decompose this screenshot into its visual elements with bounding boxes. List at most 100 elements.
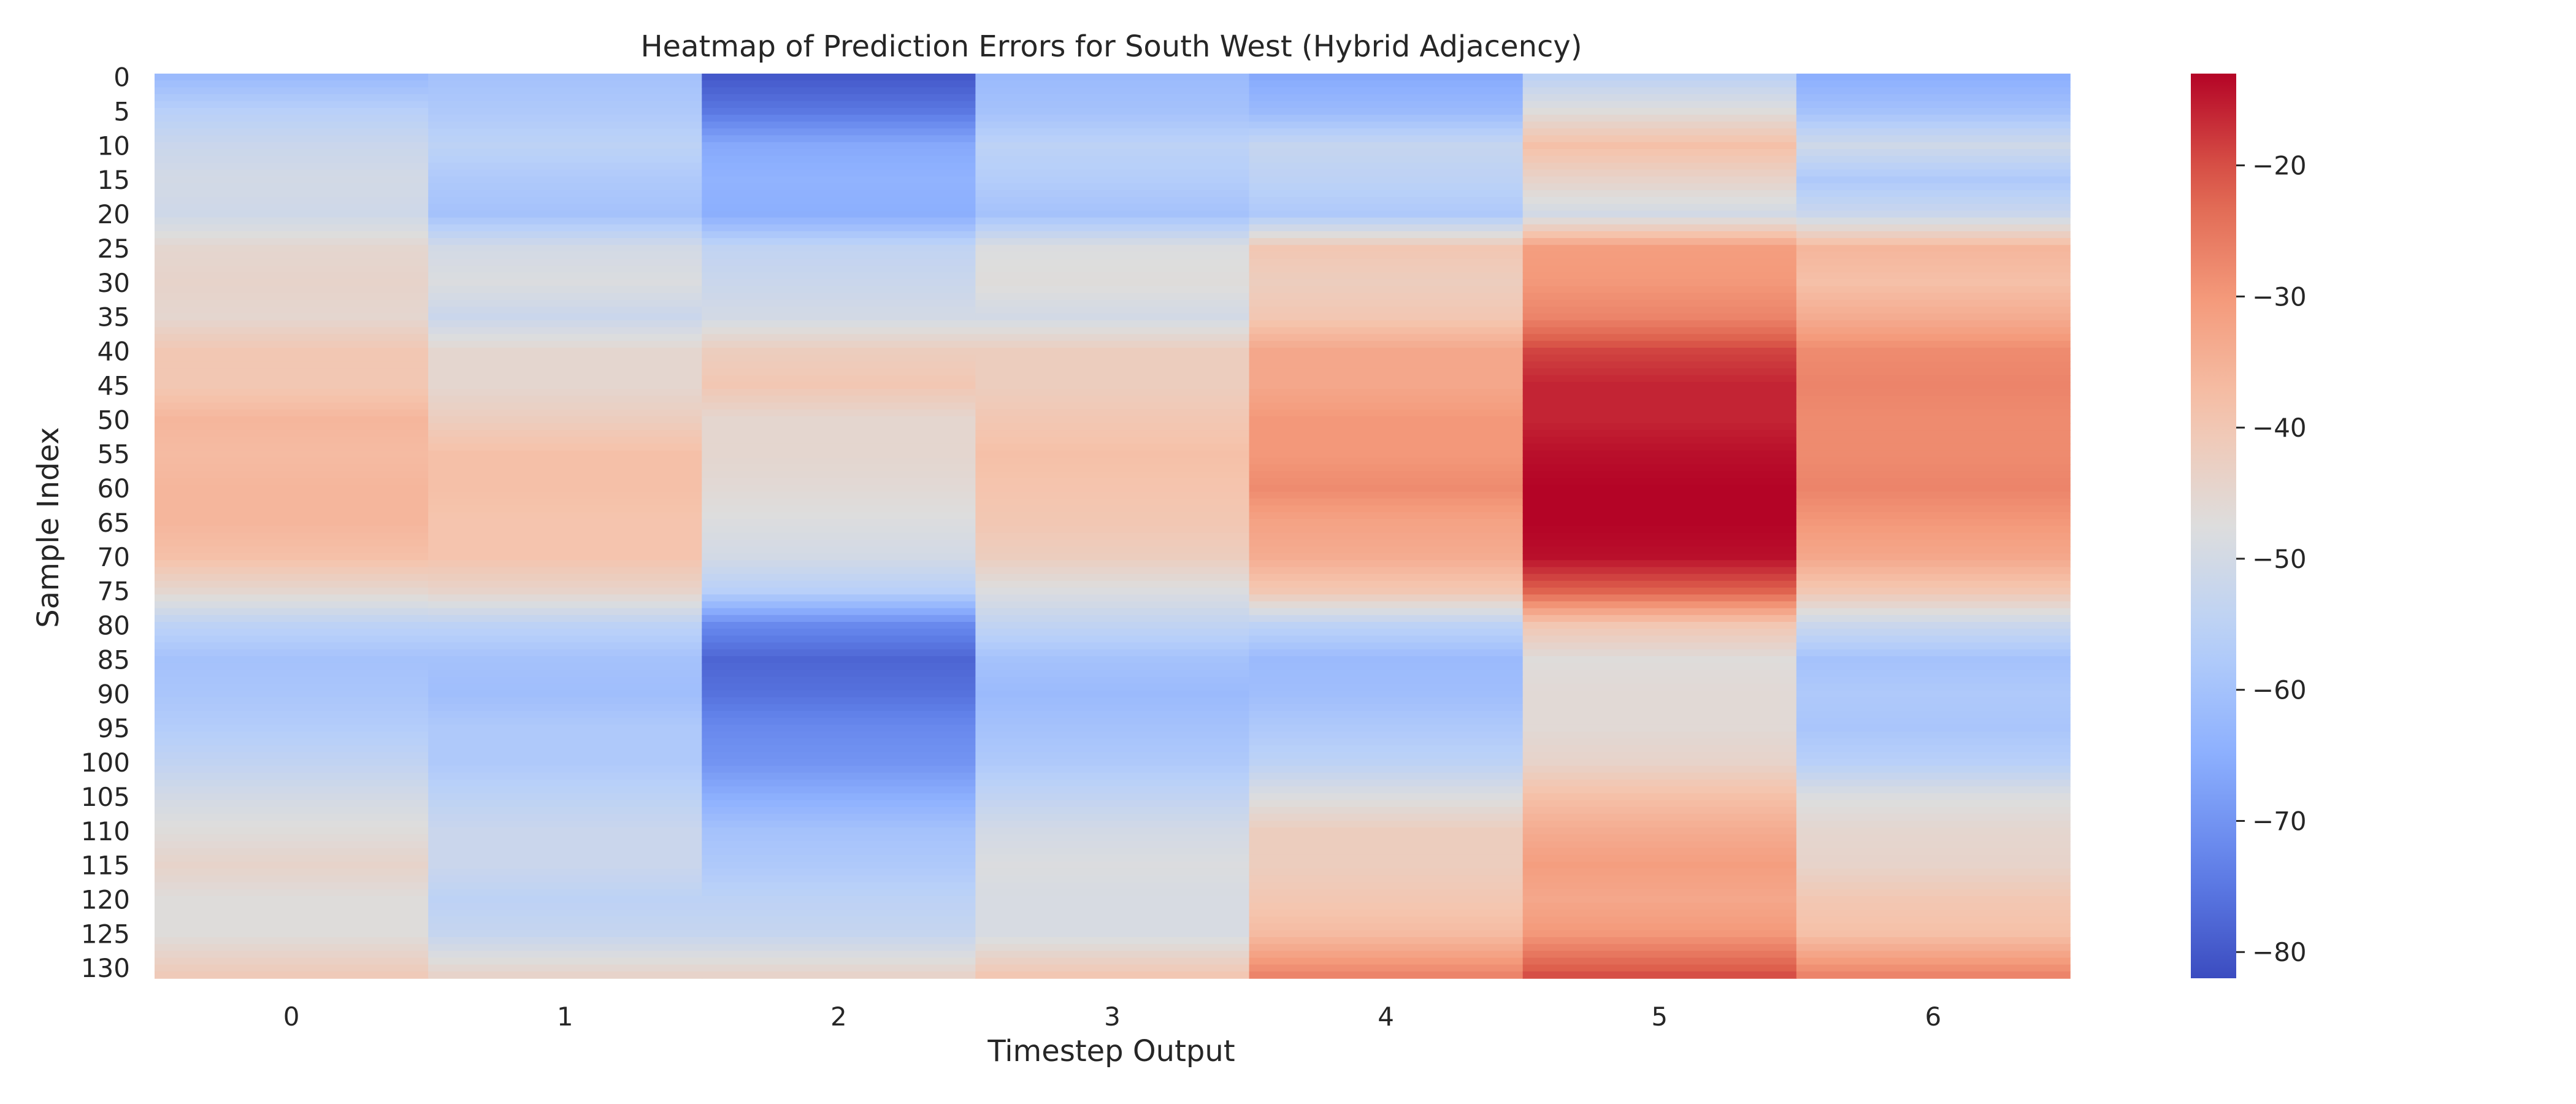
heatmap-cell <box>1249 711 1524 719</box>
heatmap-cell <box>1796 320 2071 328</box>
heatmap-cell <box>155 862 429 870</box>
heatmap-cell <box>428 635 703 643</box>
heatmap-cell <box>702 588 976 596</box>
heatmap-cell <box>1522 498 1797 506</box>
heatmap-cell <box>1249 450 1524 458</box>
heatmap-cell <box>1522 916 1797 924</box>
heatmap-cell <box>1249 656 1524 664</box>
heatmap-cell <box>702 848 976 856</box>
heatmap-cell <box>155 87 429 95</box>
heatmap-cell <box>975 169 1250 177</box>
heatmap-cell <box>702 381 976 389</box>
heatmap-cell <box>428 875 703 883</box>
heatmap-cell <box>155 355 429 362</box>
heatmap-cell <box>155 786 429 794</box>
heatmap-cell <box>702 916 976 924</box>
heatmap-cell <box>1522 875 1797 883</box>
heatmap-cells <box>155 74 2071 979</box>
heatmap-cell <box>1796 588 2071 596</box>
heatmap-cell <box>1249 210 1524 218</box>
heatmap-cell <box>702 868 976 876</box>
heatmap-cell <box>975 862 1250 870</box>
heatmap-cell <box>1249 601 1524 609</box>
y-tick-label: 125 <box>81 919 130 949</box>
heatmap-cell <box>155 670 429 678</box>
heatmap-cell <box>155 512 429 520</box>
heatmap-cell <box>1249 800 1524 808</box>
heatmap-cell <box>1249 813 1524 821</box>
heatmap-cell <box>1249 573 1524 581</box>
heatmap-cell <box>155 560 429 568</box>
heatmap-cell <box>1249 765 1524 773</box>
heatmap-cell <box>975 827 1250 835</box>
heatmap-cell <box>428 320 703 328</box>
heatmap-cell <box>428 217 703 225</box>
heatmap-cell <box>428 882 703 890</box>
heatmap-cell <box>1522 951 1797 959</box>
x-tick-label: 3 <box>1104 1002 1121 1032</box>
heatmap-cell <box>1522 478 1797 486</box>
heatmap-cell <box>1796 402 2071 410</box>
heatmap-cell <box>428 588 703 596</box>
heatmap-cell <box>155 163 429 171</box>
heatmap-cell <box>1249 306 1524 314</box>
heatmap-cell <box>702 635 976 643</box>
heatmap-cell <box>428 368 703 376</box>
heatmap-cell <box>1796 491 2071 499</box>
heatmap-cell <box>1249 361 1524 369</box>
heatmap-cell <box>428 101 703 109</box>
heatmap-cell <box>702 163 976 171</box>
heatmap-cell <box>975 505 1250 513</box>
heatmap-cell <box>1796 430 2071 438</box>
heatmap-cell <box>975 834 1250 842</box>
heatmap-cell <box>1522 115 1797 123</box>
heatmap-cell <box>155 464 429 472</box>
heatmap-cell <box>1522 313 1797 321</box>
heatmap-cell <box>702 251 976 259</box>
heatmap-cell <box>975 327 1250 335</box>
heatmap-cell <box>1796 197 2071 205</box>
heatmap-cell <box>1796 361 2071 369</box>
heatmap-cell <box>1249 396 1524 404</box>
heatmap-cell <box>1522 238 1797 246</box>
y-tick-label: 50 <box>98 405 130 435</box>
heatmap-cell <box>155 711 429 719</box>
heatmap-cell <box>702 594 976 602</box>
heatmap-cell <box>1522 279 1797 287</box>
heatmap-cell <box>1522 862 1797 870</box>
heatmap-cell <box>702 361 976 369</box>
heatmap-cell <box>702 608 976 616</box>
heatmap-cell <box>702 903 976 911</box>
heatmap-cell <box>1249 923 1524 931</box>
heatmap-cell <box>1522 573 1797 581</box>
heatmap-cell <box>702 217 976 225</box>
heatmap-cell <box>702 402 976 410</box>
heatmap-cell <box>155 731 429 739</box>
heatmap-cell <box>155 430 429 438</box>
heatmap-cell <box>1522 485 1797 493</box>
heatmap-cell <box>975 163 1250 171</box>
heatmap-cell <box>155 649 429 657</box>
heatmap-cell <box>428 964 703 972</box>
heatmap-cell <box>1249 224 1524 232</box>
heatmap-cell <box>428 128 703 136</box>
heatmap-cell <box>702 94 976 102</box>
heatmap-cell <box>1796 107 2071 115</box>
heatmap-cell <box>428 245 703 253</box>
heatmap-cell <box>975 854 1250 862</box>
heatmap-cell <box>975 951 1250 959</box>
heatmap-cell <box>975 355 1250 362</box>
heatmap-cell <box>1522 210 1797 218</box>
heatmap-cell <box>1796 635 2071 643</box>
heatmap-cell <box>975 656 1250 664</box>
heatmap-cell <box>975 340 1250 348</box>
heatmap-cell <box>428 567 703 575</box>
heatmap-cell <box>1522 471 1797 479</box>
heatmap-cell <box>975 745 1250 753</box>
heatmap-cell <box>1249 217 1524 225</box>
heatmap-cell <box>1522 944 1797 952</box>
heatmap-cell <box>1522 779 1797 787</box>
heatmap-cell <box>975 368 1250 376</box>
heatmap-cell <box>1249 443 1524 451</box>
